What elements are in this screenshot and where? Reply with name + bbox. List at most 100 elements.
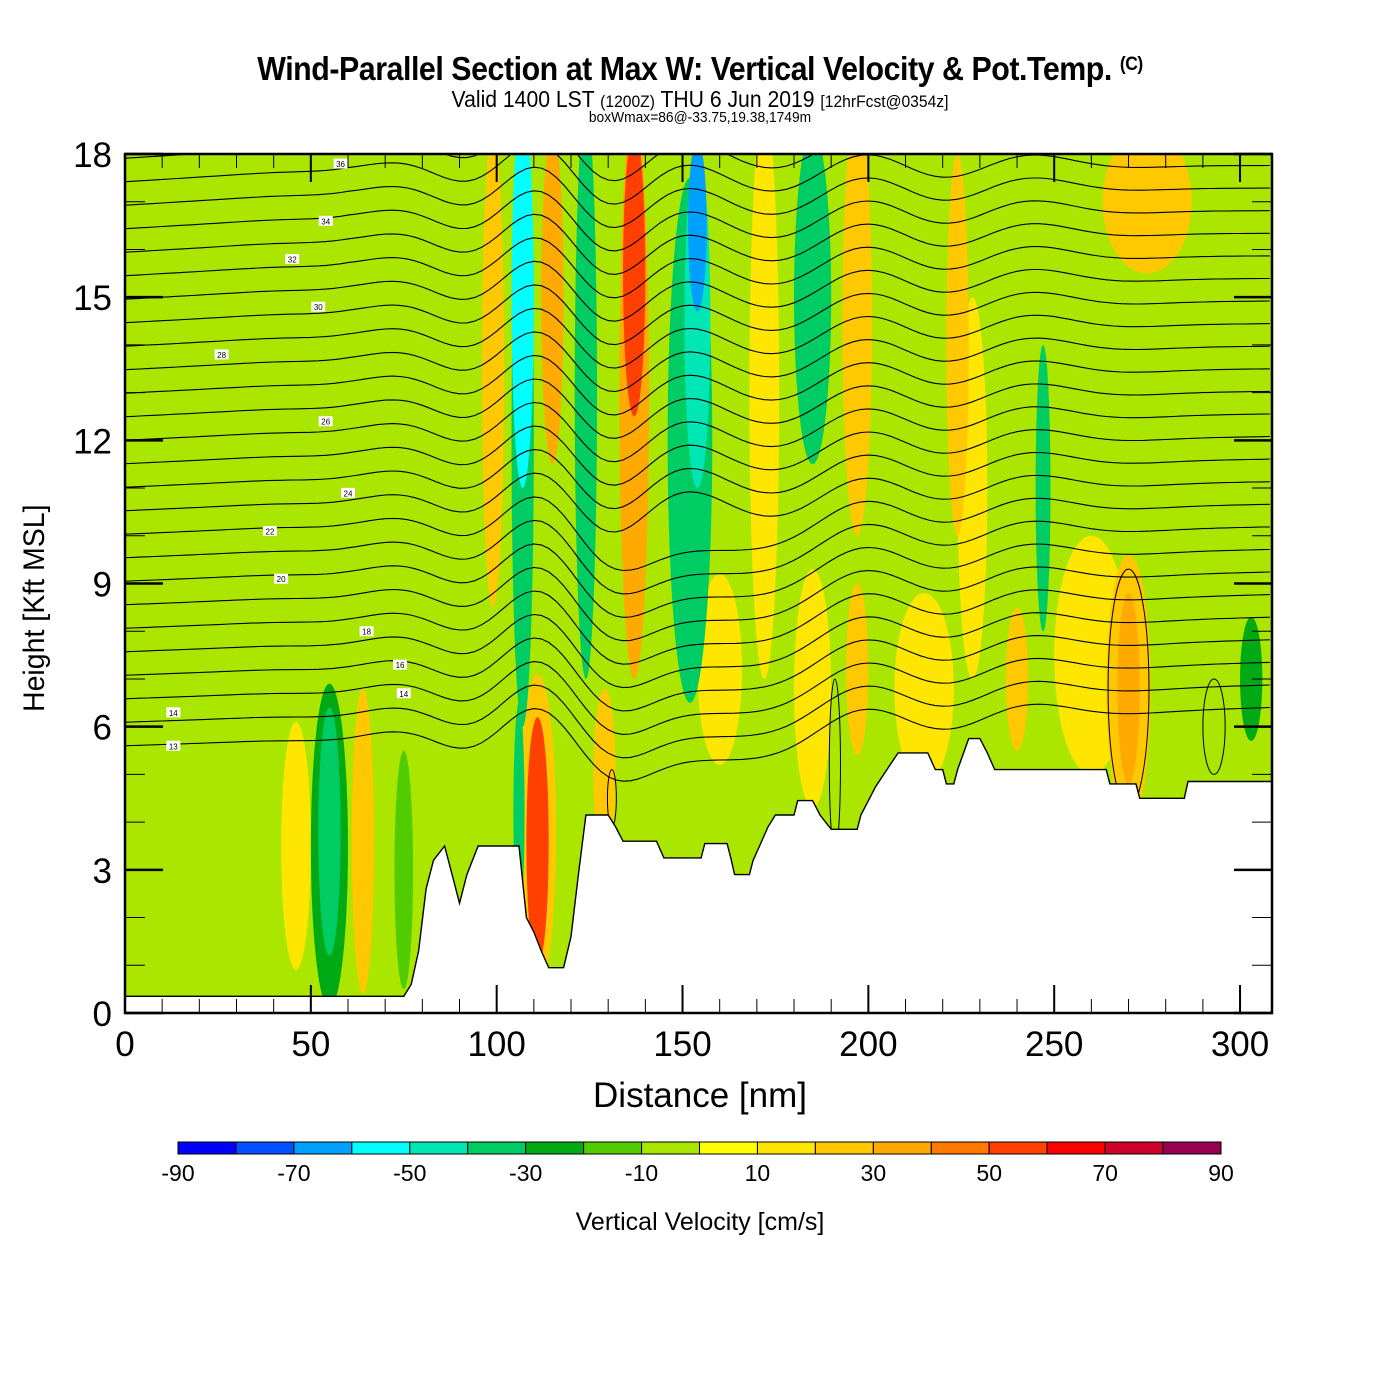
colorbar-swatch <box>641 1141 700 1155</box>
box-info: boxWmax=86@-33.75,19.38,1749m <box>588 109 812 126</box>
x-tick-label: 250 <box>1025 1025 1083 1064</box>
svg-text:24: 24 <box>344 489 353 498</box>
chart-title: Wind-Parallel Section at Max W: Vertical… <box>56 50 1344 88</box>
theta-contour-line <box>125 566 1270 642</box>
svg-text:32: 32 <box>288 255 297 264</box>
colorbar-swatch <box>235 1141 295 1155</box>
theta-contour-line <box>125 237 1270 299</box>
theta-contour-line <box>125 307 1270 369</box>
theta-contour-line <box>125 543 1270 618</box>
colorbar-swatch <box>351 1141 411 1155</box>
theta-contour-line <box>125 425 1270 486</box>
valid-date: THU 6 Jun 2019 <box>660 86 815 112</box>
theta-contour-line <box>125 354 1270 416</box>
contour-label: 18 <box>359 626 374 637</box>
colorbar-swatch <box>814 1141 874 1155</box>
x-tick-label: 300 <box>1211 1025 1269 1064</box>
w-feature <box>281 721 311 971</box>
theta-contour-line <box>125 260 1270 322</box>
title-text: Wind-Parallel Section at Max W: Vertical… <box>257 50 1112 87</box>
theta-contour-line <box>125 190 1270 252</box>
theta-contour-line <box>125 680 1270 759</box>
w-feature <box>842 154 873 536</box>
w-feature <box>511 154 534 488</box>
colorbar-swatch <box>988 1141 1048 1155</box>
w-feature <box>1035 344 1051 632</box>
x-tick-label: 0 <box>115 1025 134 1064</box>
svg-text:16: 16 <box>396 661 405 670</box>
contour-label: 26 <box>318 416 333 427</box>
x-tick-label: 50 <box>291 1025 330 1064</box>
colorbar-swatch <box>756 1141 816 1155</box>
colorbar-swatch <box>177 1141 237 1155</box>
colorbar-tick-label: -50 <box>393 1160 426 1186</box>
w-feature <box>351 688 375 994</box>
colorbar: -90 -70 -50 -30 -10 10 30 50 70 90 <box>161 1141 1234 1186</box>
theta-closed-contour <box>1202 678 1226 775</box>
x-tick-label: 150 <box>653 1025 711 1064</box>
theta-contour-line <box>125 449 1270 510</box>
svg-text:26: 26 <box>321 418 330 427</box>
w-feature <box>794 154 832 465</box>
colorbar-tick-label: 10 <box>745 1160 771 1186</box>
theta-contour-line <box>125 612 1270 689</box>
contour-labels: 36 34 32 30 28 26 24 22 20 18 16 14 14 13 <box>166 158 411 751</box>
w-feature <box>1117 593 1140 784</box>
colorbar-tick-label: -90 <box>161 1160 194 1186</box>
svg-text:36: 36 <box>336 160 345 169</box>
theta-contour-line <box>125 154 1270 205</box>
w-feature <box>697 573 742 765</box>
x-tick-label: 200 <box>839 1025 897 1064</box>
contour-label: 14 <box>166 707 181 718</box>
w-feature <box>623 154 646 417</box>
colorbar-label: Vertical Velocity [cm/s] <box>575 1208 825 1236</box>
theta-contour-line <box>125 703 1270 782</box>
theta-contour-line <box>125 331 1270 393</box>
w-feature <box>394 750 414 990</box>
svg-text:13: 13 <box>169 742 178 751</box>
terrain-mask <box>125 737 1272 1013</box>
w-feature <box>688 154 707 312</box>
colorbar-tick-label: 70 <box>1092 1160 1118 1186</box>
colorbar-swatch <box>293 1141 353 1155</box>
theta-contour-line <box>125 213 1270 275</box>
copyright-mark: (C) <box>1119 54 1143 75</box>
terrain <box>125 737 1272 1013</box>
w-feature <box>318 707 341 956</box>
y-axis-label: Height [Kft MSL] <box>18 504 51 712</box>
contour-label: 36 <box>333 158 348 169</box>
y-tick-label: 9 <box>93 566 112 605</box>
y-tick-label: 18 <box>73 136 112 175</box>
contour-label: 28 <box>214 349 229 360</box>
colorbar-swatch <box>409 1141 469 1155</box>
colorbar-swatch <box>525 1141 585 1155</box>
w-feature <box>1102 154 1192 274</box>
y-tick-label: 3 <box>93 852 112 891</box>
x-axis-label: Distance [nm] <box>593 1076 807 1115</box>
w-feature <box>1005 607 1029 751</box>
svg-text:28: 28 <box>217 351 226 360</box>
svg-text:30: 30 <box>314 303 323 312</box>
theta-contour-line <box>125 401 1270 463</box>
colorbar-swatch <box>699 1141 758 1155</box>
contour-label: 13 <box>166 740 181 751</box>
colorbar-swatch <box>467 1141 527 1155</box>
svg-text:22: 22 <box>266 528 275 537</box>
colorbar-tick-label: -70 <box>277 1160 310 1186</box>
contour-label: 14 <box>396 688 411 699</box>
valid-prefix: Valid 1400 LST <box>451 86 595 112</box>
valid-time: Valid 1400 LST (1200Z) THU 6 Jun 2019 [1… <box>56 86 1344 113</box>
colorbar-tick-label: -30 <box>509 1160 542 1186</box>
contour-label: 30 <box>311 301 326 312</box>
svg-text:14: 14 <box>169 709 178 718</box>
w-feature <box>749 154 780 679</box>
colorbar-tick-label: -10 <box>625 1160 658 1186</box>
colorbar-tick-label: 50 <box>976 1160 1002 1186</box>
y-tick-label: 0 <box>93 995 112 1034</box>
theta-contour-line <box>125 496 1270 572</box>
w-feature <box>946 154 969 536</box>
colorbar-swatch <box>1046 1141 1106 1155</box>
y-tick-label: 15 <box>73 279 112 318</box>
